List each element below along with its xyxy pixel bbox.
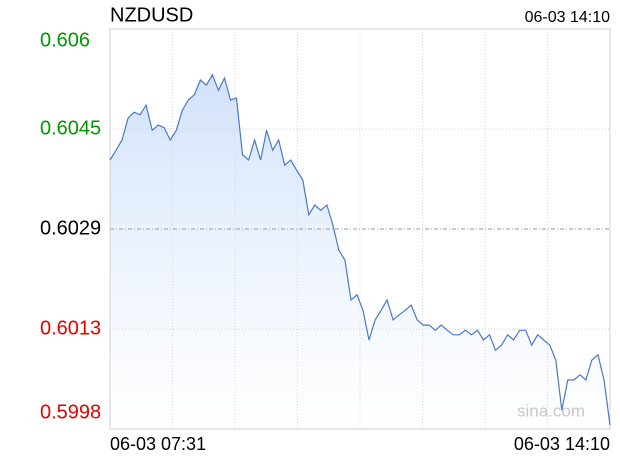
y-tick-label: 0.6045 [40, 117, 101, 139]
y-tick-label: 0.606 [40, 29, 90, 51]
plot-frame [109, 28, 611, 430]
y-tick-label: 0.6029 [40, 217, 101, 239]
area [110, 74, 610, 430]
x-tick-label: 06-03 14:10 [514, 434, 610, 454]
line [109, 73, 611, 426]
timestamp: 06-03 14:10 [525, 9, 611, 26]
watermark: sina.com [517, 401, 585, 420]
y-tick-label: 0.5998 [40, 401, 101, 423]
y-tick-label: 0.6013 [40, 317, 101, 339]
chart-title: NZDUSD [110, 4, 193, 26]
x-tick-label: 06-03 07:31 [110, 434, 206, 454]
